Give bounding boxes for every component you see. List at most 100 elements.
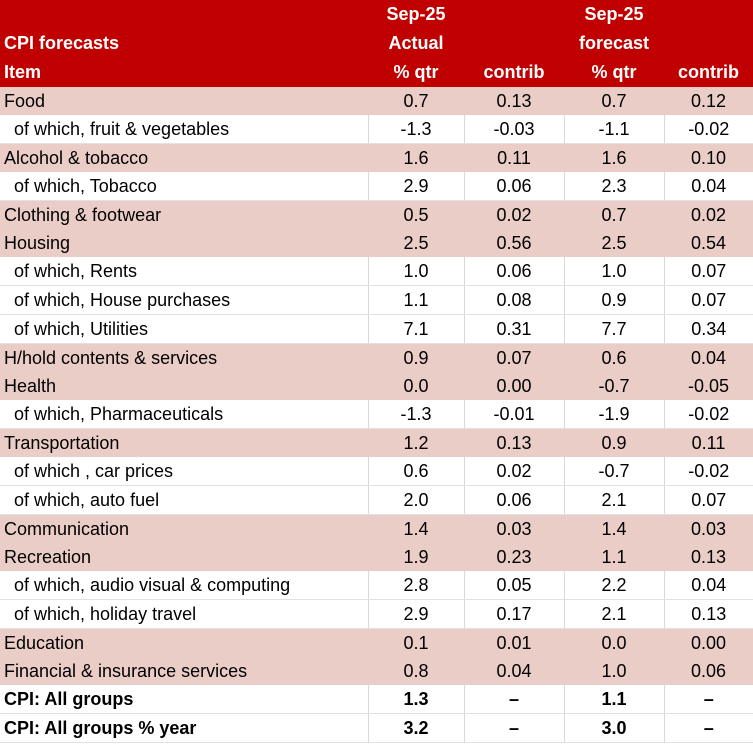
actual-qtr-cell: 0.7 [368,87,464,115]
actual-qtr-cell: -1.3 [368,400,465,429]
column-header-item: Item [4,62,42,82]
category-row: Recreation 1.9 0.23 1.1 0.13 [0,543,753,571]
forecast-contrib-cell: – [664,713,753,743]
item-cell: Health [0,372,368,400]
actual-qtr-cell: 3.2 [368,713,465,743]
forecast-qtr-cell: 2.2 [564,571,665,600]
forecast-contrib-cell: 0.10 [664,143,753,172]
item-cell: Recreation [0,543,368,571]
sub-item-row: of which, Tobacco 2.9 0.06 2.3 0.04 [0,172,753,201]
sub-item-row: of which, Utilities 7.1 0.31 7.7 0.34 [0,314,753,344]
actual-qtr-cell: 0.5 [368,200,464,229]
actual-contrib-cell: 0.31 [464,314,565,344]
actual-qtr-cell: 2.5 [368,229,464,257]
actual-contrib-cell: 0.23 [464,543,564,571]
forecast-contrib-cell: 0.04 [664,343,753,372]
actual-qtr-cell: 2.9 [368,172,465,201]
forecast-contrib-cell: -0.02 [664,115,753,144]
actual-contrib-cell: 0.02 [464,457,565,486]
forecast-qtr-cell: 1.6 [564,143,664,172]
item-cell: Education [0,628,368,657]
item-cell: of which, Rents [0,257,369,286]
actual-qtr-cell: 0.9 [368,343,464,372]
forecast-qtr-cell: 2.1 [564,599,665,629]
forecast-contrib-cell: -0.02 [664,457,753,486]
actual-contrib-cell: 0.02 [464,200,564,229]
forecast-qtr-cell: 0.7 [564,200,664,229]
total-row: CPI: All groups % year 3.2–3.0– [0,713,753,743]
forecast-qtr-cell: 2.5 [564,229,664,257]
actual-contrib-cell: 0.07 [464,343,564,372]
category-row: Food 0.7 0.13 0.7 0.12 [0,87,753,115]
forecast-contrib-cell: 0.07 [664,485,753,515]
header-row-type: CPI forecasts Actual forecast [0,29,753,58]
item-cell: Housing [0,229,368,257]
category-row: Education 0.1 0.01 0.0 0.00 [0,628,753,657]
actual-qtr-cell: 2.8 [368,571,465,600]
actual-contrib-cell: – [464,713,565,743]
sub-item-row: of which , car prices 0.6 0.02 -0.7 -0.02 [0,457,753,486]
forecast-qtr-cell: 1.0 [564,657,664,685]
forecast-qtr-cell: 7.7 [564,314,665,344]
table-header: Sep-25 Sep-25 CPI forecasts Actual forec… [0,0,753,87]
item-cell: H/hold contents & services [0,343,368,372]
item-cell: of which, fruit & vegetables [0,115,369,144]
forecast-qtr-cell: 0.7 [564,87,664,115]
forecast-qtr-cell: 1.1 [564,685,665,714]
forecast-contrib-cell: 0.03 [664,514,753,543]
forecast-qtr-cell: 0.9 [564,428,664,457]
header-cell [464,0,564,29]
actual-contrib-cell: -0.03 [464,115,565,144]
category-row: Financial & insurance services 0.8 0.04 1.0… [0,657,753,685]
actual-qtr-cell: 1.2 [368,428,464,457]
forecast-qtr-cell: 2.1 [564,485,665,515]
actual-contrib-cell: 0.06 [464,485,565,515]
actual-qtr-cell: 0.8 [368,657,464,685]
actual-qtr-cell: 1.6 [368,143,464,172]
forecast-contrib-cell: 0.04 [664,571,753,600]
actual-qtr-cell: 0.6 [368,457,465,486]
forecast-contrib-cell: – [664,685,753,714]
forecast-contrib-cell: -0.05 [664,372,753,400]
forecast-qtr-cell: 0.6 [564,343,664,372]
forecast-qtr-cell: 0.9 [564,285,665,315]
actual-qtr-cell: 1.4 [368,514,464,543]
item-cell: Food [0,87,368,115]
header-row-period: Sep-25 Sep-25 [0,0,753,29]
header-cell [0,0,368,29]
forecast-qtr-cell: 1.0 [564,257,665,286]
category-row: Communication 1.4 0.03 1.4 0.03 [0,514,753,543]
actual-contrib-cell: 0.56 [464,229,564,257]
sub-item-row: of which, Pharmaceuticals -1.3 -0.01 -1.9 -0… [0,400,753,429]
item-cell: Alcohol & tobacco [0,143,368,172]
actual-qtr-cell: 0.1 [368,628,464,657]
actual-contrib-cell: 0.05 [464,571,565,600]
forecast-contrib-cell: 0.54 [664,229,753,257]
actual-contrib-cell: 0.17 [464,599,565,629]
actual-qtr-cell: 1.0 [368,257,465,286]
actual-qtr-cell: 2.0 [368,485,465,515]
header-actual-label: Actual [388,33,444,53]
item-cell: Clothing & footwear [0,200,368,229]
forecast-qtr-cell: -0.7 [564,372,664,400]
header-cell [464,29,564,58]
item-cell: of which , car prices [0,457,369,486]
forecast-qtr-cell: 0.0 [564,628,664,657]
forecast-qtr-cell: -1.9 [564,400,665,429]
actual-qtr-cell: 2.9 [368,599,465,629]
forecast-contrib-cell: 0.06 [664,657,753,685]
actual-qtr-cell: -1.3 [368,115,465,144]
actual-contrib-cell: 0.13 [464,87,564,115]
item-cell: of which, Utilities [0,314,369,344]
sub-item-row: of which, auto fuel 2.0 0.06 2.1 0.07 [0,485,753,515]
actual-contrib-cell: 0.08 [464,285,565,315]
table-body: Food 0.7 0.13 0.7 0.12 of which, fruit & vege… [0,87,753,743]
actual-contrib-cell: 0.06 [464,172,565,201]
forecast-qtr-cell: -1.1 [564,115,665,144]
category-row: H/hold contents & services 0.9 0.07 0.6 0.04 [0,343,753,372]
sub-item-row: of which, House purchases 1.1 0.08 0.9 0.07 [0,285,753,315]
forecast-contrib-cell: 0.07 [664,285,753,315]
actual-qtr-cell: 1.3 [368,685,465,714]
actual-contrib-cell: 0.06 [464,257,565,286]
